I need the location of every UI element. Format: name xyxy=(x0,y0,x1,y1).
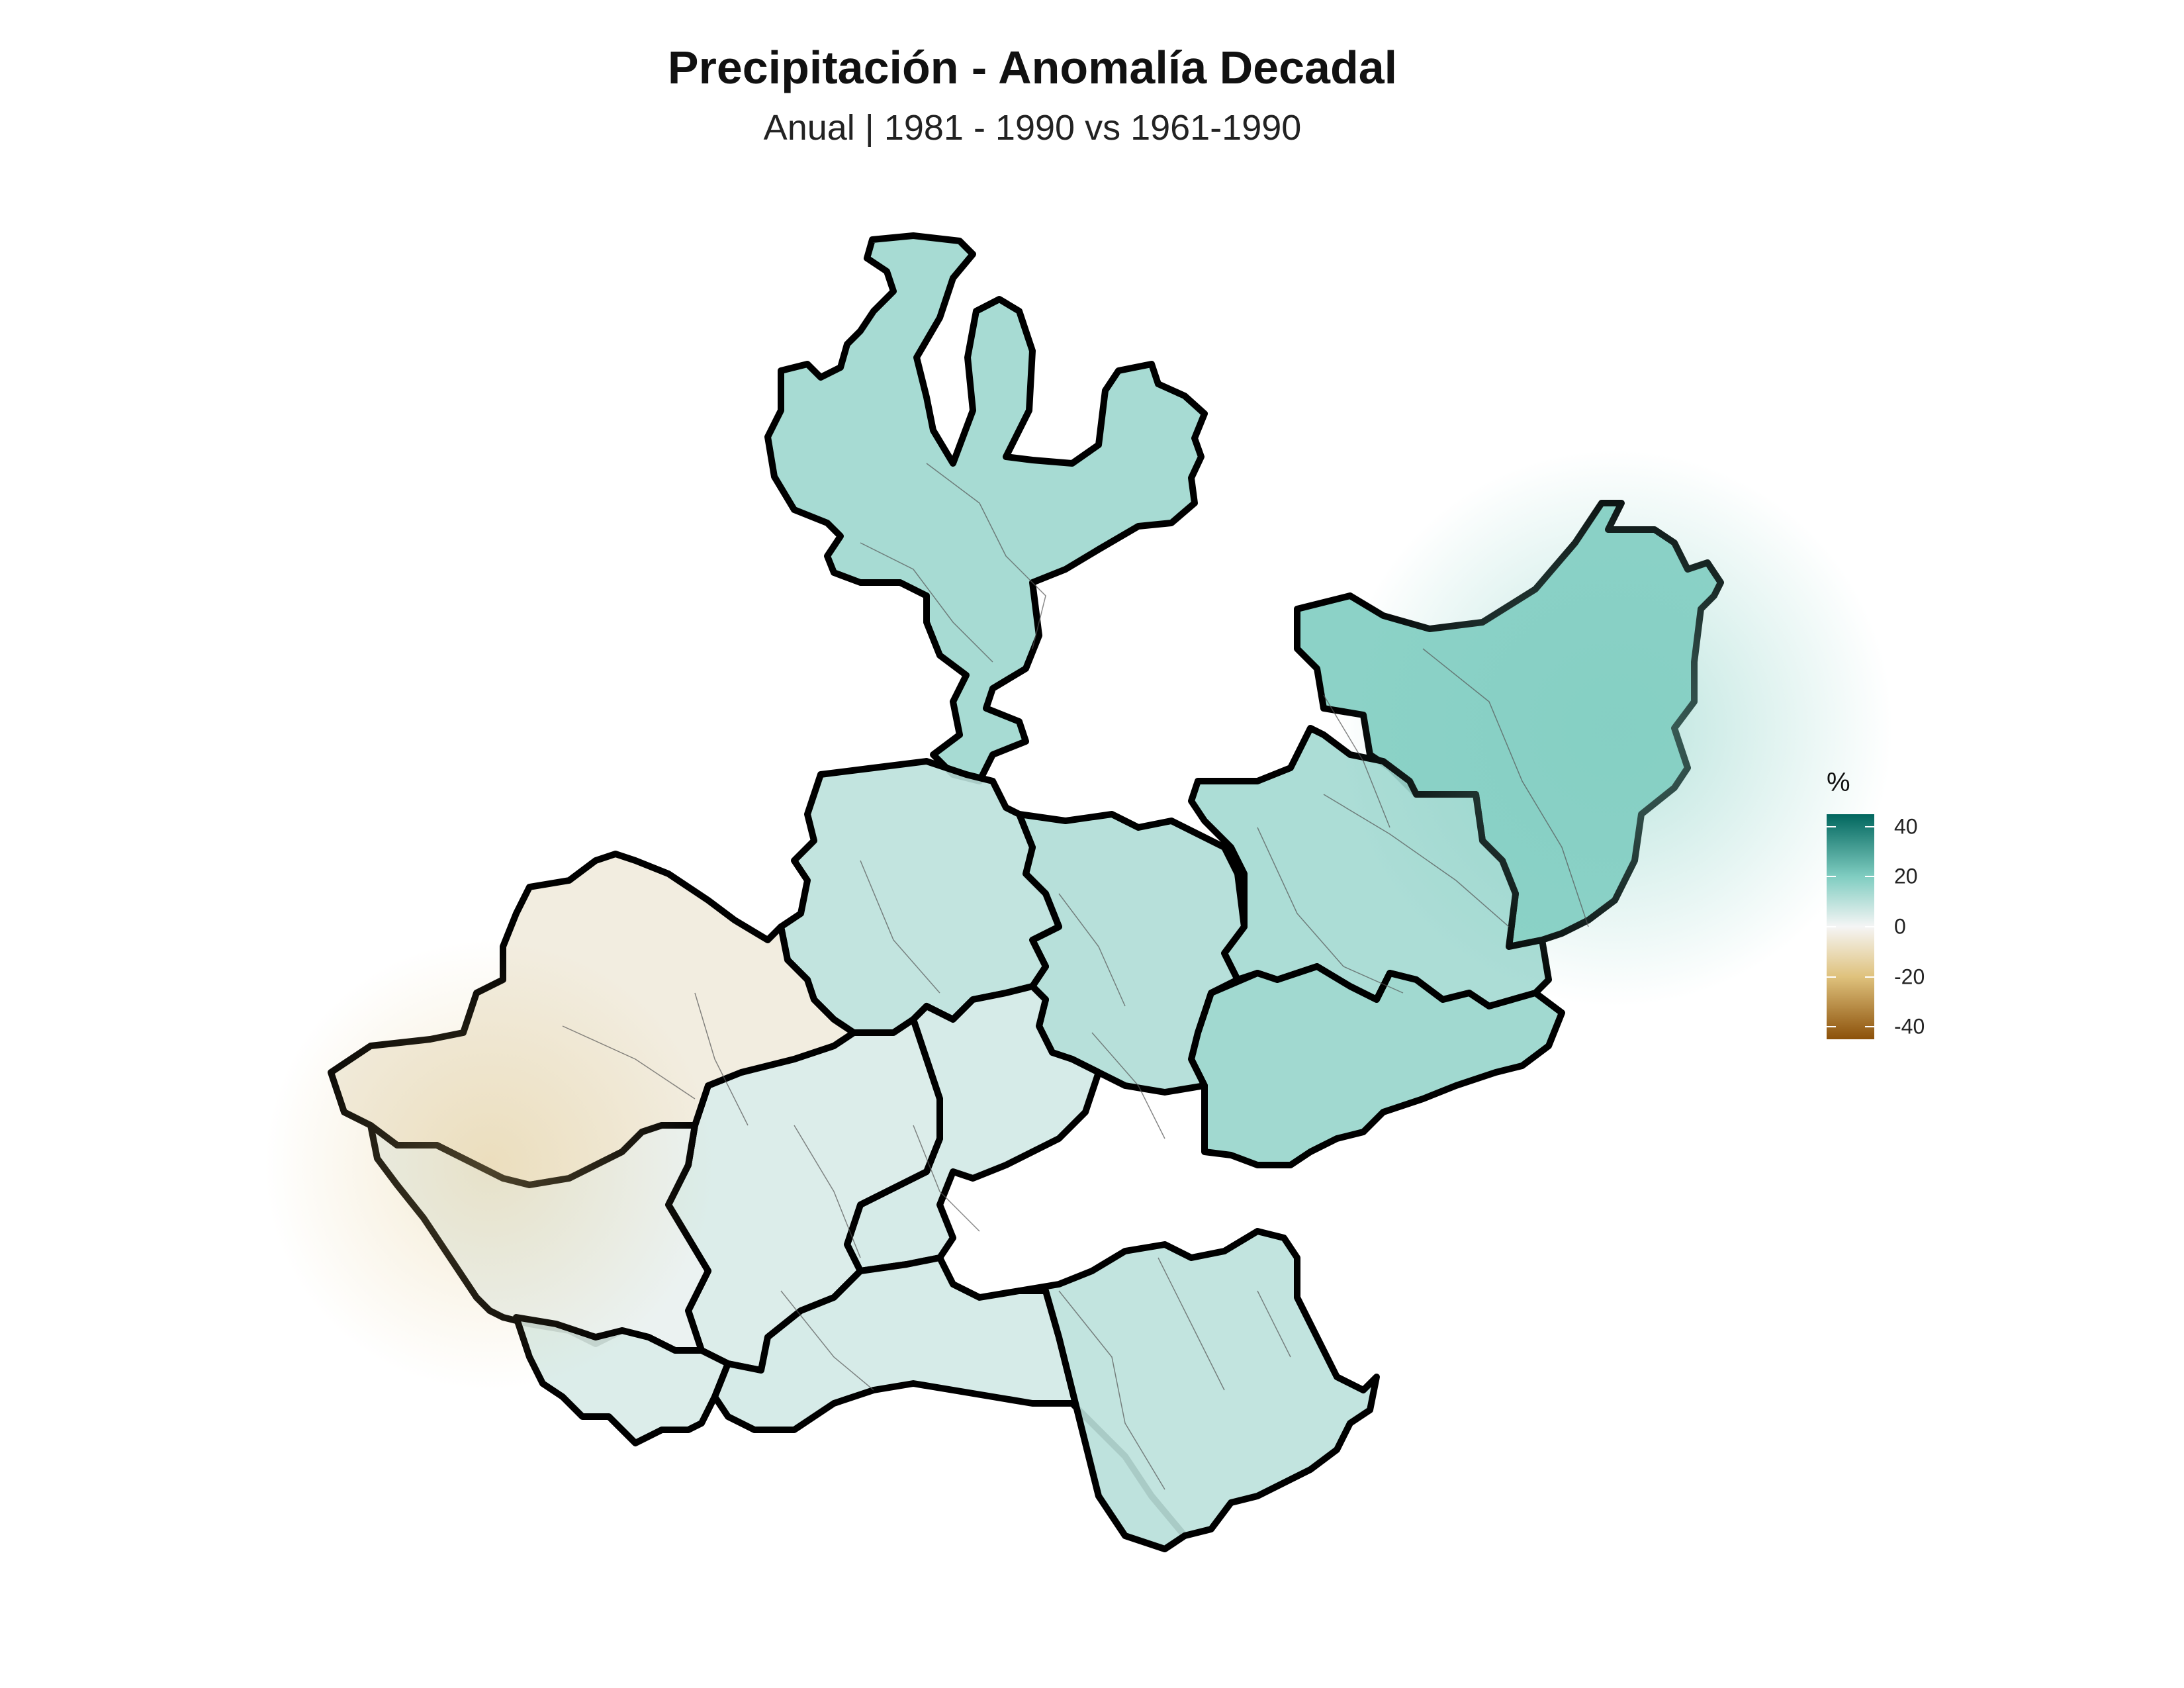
legend-tick-mark xyxy=(1827,825,1836,827)
legend-tick-label: -20 xyxy=(1894,964,1925,989)
legend-tick-mark xyxy=(1865,876,1874,878)
region-sureste xyxy=(1016,1228,1380,1552)
legend: % 40 20 0 -20 -40 xyxy=(1827,768,1999,1072)
legend-tick-label: 20 xyxy=(1894,864,1918,888)
legend-tick-mark xyxy=(1865,926,1874,927)
legend-tick-mark xyxy=(1827,976,1836,978)
legend-tick-label: 40 xyxy=(1894,814,1918,839)
regions-layer xyxy=(328,232,1724,1552)
legend-tick-label: -40 xyxy=(1894,1014,1925,1039)
legend-tick-mark xyxy=(1827,1026,1836,1028)
municipal-boundaries xyxy=(562,463,1589,1490)
legend-title: % xyxy=(1827,768,1850,797)
legend-tick-mark xyxy=(1827,926,1836,927)
legend-tick-label: 0 xyxy=(1894,914,1906,939)
legend-tick-mark xyxy=(1865,825,1874,827)
legend-tick-mark xyxy=(1827,876,1836,878)
legend-tick-mark xyxy=(1865,976,1874,978)
legend-tick-mark xyxy=(1865,1026,1874,1028)
region-norte xyxy=(764,232,1208,784)
map-subtitle: Anual | 1981 - 1990 vs 1961-1990 xyxy=(763,108,1302,148)
map-title: Precipitación - Anomalía Decadal xyxy=(667,42,1398,93)
